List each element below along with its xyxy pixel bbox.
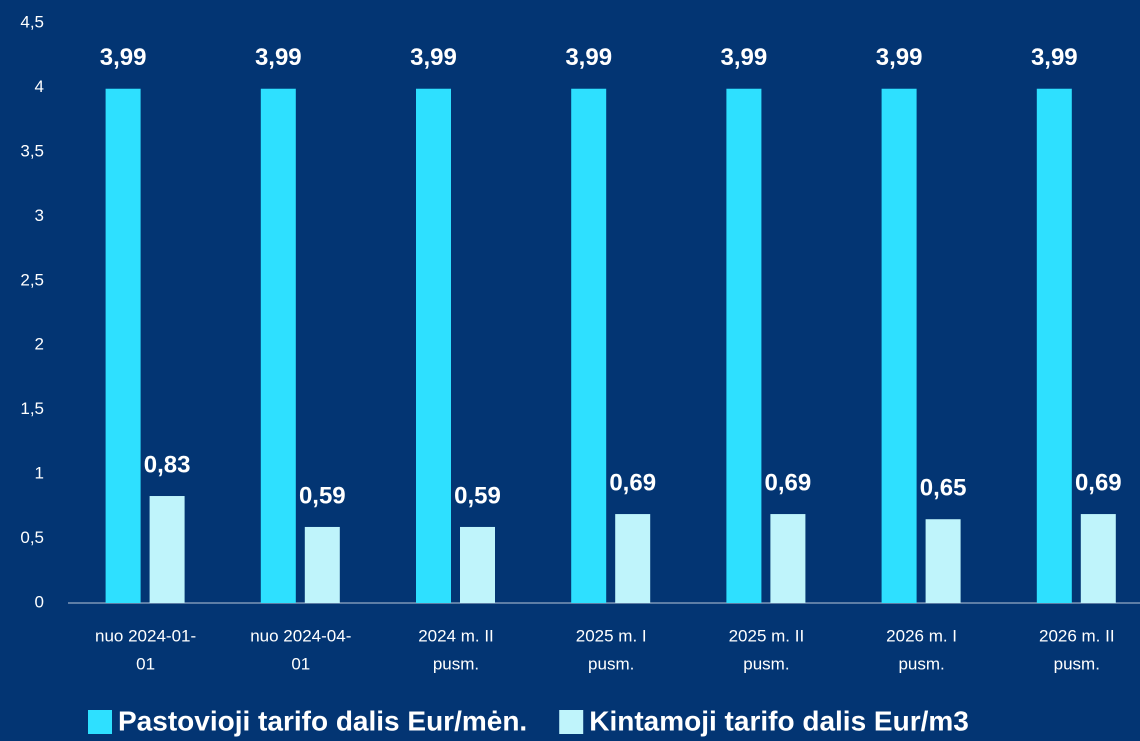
bar [615,514,651,603]
x-tick-label: pusm. [898,654,944,673]
value-label: 0,69 [609,469,656,496]
value-label: 3,99 [410,44,457,71]
value-label: 3,99 [1031,44,1078,71]
bar [460,526,495,603]
x-tick-label: 2024 m. II [418,626,494,645]
value-label: 0,59 [299,482,346,509]
y-tick-label: 1,5 [20,399,44,418]
value-label: 0,59 [454,482,501,509]
bar [770,514,806,603]
x-tick-label: 2026 m. I [886,626,957,645]
value-label: 3,99 [876,44,923,71]
value-label: 3,99 [255,44,302,71]
bar [925,519,961,603]
y-tick-label: 4,5 [20,12,44,31]
bar [260,88,296,603]
legend-label: Pastovioji tarifo dalis Eur/mėn. [118,705,527,736]
value-label: 0,69 [765,469,812,496]
y-tick-label: 0,5 [20,528,44,547]
bar [571,88,607,603]
y-tick-label: 4 [35,77,44,96]
bar [416,88,451,603]
x-tick-label: pusm. [433,654,479,673]
value-label: 0,65 [920,475,967,502]
x-tick-label: pusm. [588,654,634,673]
x-tick-label: 01 [136,654,155,673]
x-tick-label: pusm. [1054,654,1100,673]
x-tick-label: 01 [291,654,310,673]
bar [881,88,917,603]
y-tick-label: 2 [35,335,44,354]
y-tick-label: 1 [35,464,44,483]
legend-swatch [88,710,112,734]
x-tick-label: nuo 2024-01- [95,626,196,645]
bar [1080,514,1116,603]
y-tick-label: 0 [35,592,44,611]
bar [1036,88,1072,603]
bar [105,88,141,603]
value-label: 0,83 [144,451,191,478]
x-tick-label: 2025 m. I [576,626,647,645]
y-tick-label: 2,5 [20,270,44,289]
x-tick-label: nuo 2024-04- [250,626,351,645]
x-tick-label: 2026 m. II [1039,626,1115,645]
y-tick-label: 3 [35,206,44,225]
value-label: 0,69 [1075,469,1122,496]
legend-swatch [559,710,584,734]
legend-label: Kintamoji tarifo dalis Eur/m3 [589,705,969,736]
bar [304,526,340,603]
value-label: 3,99 [721,44,768,71]
y-tick-label: 3,5 [20,141,44,160]
x-tick-label: pusm. [743,654,789,673]
value-label: 3,99 [565,44,612,71]
x-tick-label: 2025 m. II [729,626,805,645]
bar [149,496,185,603]
value-label: 3,99 [100,44,147,71]
bar [726,88,762,603]
